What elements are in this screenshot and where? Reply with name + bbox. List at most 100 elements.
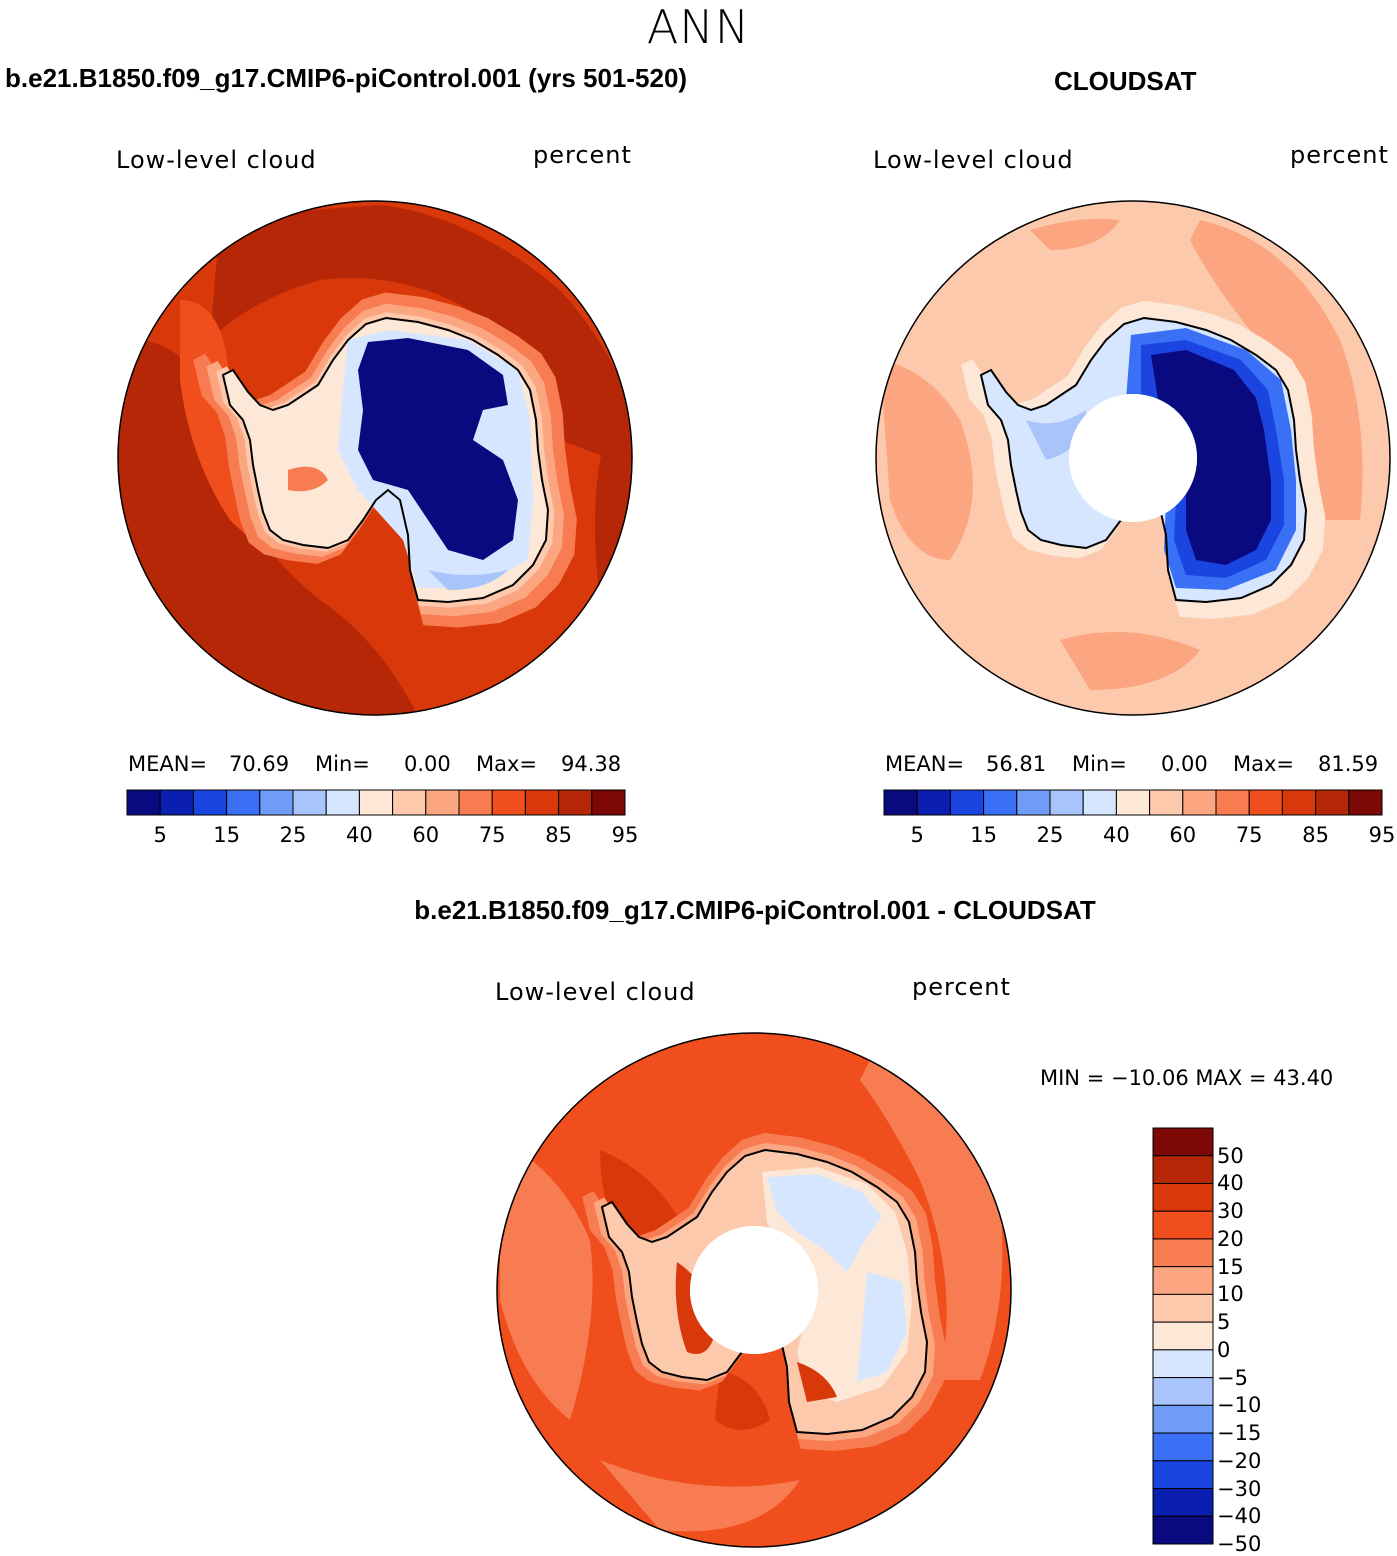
colorbar-tick-label: −40 — [1217, 1504, 1262, 1529]
colorbar-tick-label: 10 — [1217, 1282, 1244, 1307]
colorbar-tick-label: 5 — [153, 823, 167, 847]
colorbar-tick-label: 20 — [1217, 1226, 1244, 1251]
colorbar-tick-label: 25 — [1036, 823, 1064, 847]
colorbar-swatch — [1152, 1155, 1214, 1184]
panel-2-mean-value: 56.81 — [986, 752, 1047, 776]
colorbar-swatch — [1152, 1182, 1214, 1212]
colorbar-swatch — [1248, 789, 1283, 816]
panel-1-map — [118, 201, 632, 715]
colorbar-tick-label: −20 — [1217, 1448, 1262, 1473]
colorbar-tick-label: 40 — [1217, 1171, 1244, 1196]
panel-3-missing-data — [690, 1226, 818, 1354]
colorbar-tick-label: −50 — [1217, 1532, 1262, 1556]
colorbar-swatch — [1182, 789, 1217, 816]
colorbar-tick-label: 85 — [1302, 823, 1329, 847]
panel-1-field-label: Low-level cloud — [116, 146, 317, 174]
colorbar-swatch — [983, 789, 1018, 816]
panel-2-field-label: Low-level cloud — [873, 146, 1074, 174]
panel-2-mean-label: MEAN= — [885, 752, 965, 776]
colorbar-swatch — [425, 789, 460, 816]
colorbar-tick-label: 40 — [346, 823, 373, 847]
panel-2-max-label: Max= — [1233, 752, 1295, 776]
panel-1-map-border — [117, 200, 633, 716]
colorbar-tick-label: 75 — [1235, 823, 1263, 847]
colorbar-tick-label: 5 — [1217, 1310, 1231, 1335]
colorbar-swatch — [1152, 1238, 1214, 1268]
colorbar-swatch — [1315, 789, 1350, 816]
colorbar-tick-label: −10 — [1217, 1393, 1262, 1418]
colorbar-swatch — [1152, 1321, 1214, 1351]
panel-1-min-label: Min= — [315, 752, 370, 776]
figure-suptitle: ANN — [646, 0, 751, 54]
colorbar-swatch — [1152, 1127, 1214, 1157]
colorbar-tick-label: 95 — [611, 823, 639, 847]
colorbar-tick-label: 25 — [279, 823, 307, 847]
colorbar-swatch — [1152, 1460, 1214, 1490]
panel-3-map-border — [496, 1032, 1012, 1548]
colorbar-tick-label: 95 — [1368, 823, 1396, 847]
panel-2-units-label: percent — [1290, 141, 1389, 169]
colorbar-swatch — [491, 789, 526, 816]
colorbar-swatch — [1152, 1293, 1214, 1323]
colorbar-tick-label: −30 — [1217, 1476, 1262, 1501]
colorbar-swatch — [226, 789, 261, 816]
colorbar-tick-label: 15 — [213, 823, 240, 847]
panel-3-units-label: percent — [912, 973, 1011, 1001]
panel-3-minmax-text: MIN = −10.06 MAX = 43.40 — [1040, 1066, 1334, 1090]
colorbar-swatch — [1348, 789, 1383, 816]
panel-1-mean-label: MEAN= — [128, 752, 208, 776]
panel-2-min-label: Min= — [1072, 752, 1127, 776]
panel-3-title: b.e21.B1850.f09_g17.CMIP6-piControl.001 … — [414, 895, 1096, 925]
colorbar-swatch — [916, 789, 951, 816]
colorbar-swatch — [192, 789, 228, 816]
panel-1-max-value: 94.38 — [561, 752, 622, 776]
colorbar-swatch — [1281, 789, 1317, 816]
colorbar-swatch — [591, 789, 626, 816]
panel-2-max-value: 81.59 — [1318, 752, 1379, 776]
colorbar-swatch — [458, 789, 493, 816]
panel-2-min-value: 0.00 — [1161, 752, 1208, 776]
colorbar-swatch — [1152, 1515, 1214, 1545]
colorbar-swatch — [1149, 789, 1184, 816]
colorbar-tick-label: 60 — [412, 823, 440, 847]
colorbar-swatch — [1082, 789, 1117, 816]
colorbar-swatch — [1016, 789, 1051, 816]
panel-2-missing-data — [1069, 394, 1197, 522]
colorbar-tick-label: −15 — [1217, 1421, 1262, 1446]
colorbar-swatch — [1152, 1488, 1214, 1517]
colorbar-tick-label: 5 — [910, 823, 924, 847]
colorbar-swatch — [1152, 1210, 1214, 1240]
colorbar-tick-label: 60 — [1169, 823, 1197, 847]
panel-1-mean-value: 70.69 — [229, 752, 290, 776]
colorbar-swatch — [524, 789, 560, 816]
colorbar-tick-label: 40 — [1103, 823, 1130, 847]
colorbar-swatch — [1115, 789, 1151, 816]
colorbar-swatch — [1049, 789, 1084, 816]
colorbar-swatch — [1152, 1266, 1214, 1295]
panel-1-max-label: Max= — [476, 752, 538, 776]
panel-1-min-value: 0.00 — [404, 752, 451, 776]
colorbar-tick-label: 0 — [1217, 1337, 1231, 1362]
panel-3-field-label: Low-level cloud — [495, 978, 696, 1006]
colorbar-tick-label: 15 — [970, 823, 997, 847]
colorbar-swatch — [259, 789, 294, 816]
colorbar-tick-label: 30 — [1217, 1199, 1244, 1224]
colorbar-swatch — [949, 789, 985, 816]
colorbar-tick-label: 50 — [1217, 1143, 1244, 1168]
colorbar-swatch — [325, 789, 360, 816]
panel-1-colorbar — [126, 789, 626, 816]
colorbar-swatch — [292, 789, 327, 816]
panel-1-title: b.e21.B1850.f09_g17.CMIP6-piControl.001 … — [5, 63, 688, 93]
panel-3-colorbar — [1152, 1127, 1214, 1545]
colorbar-swatch — [883, 789, 918, 816]
panel-2-title: CLOUDSAT — [1054, 66, 1197, 96]
colorbar-tick-label: 75 — [478, 823, 506, 847]
colorbar-swatch — [1152, 1377, 1214, 1406]
colorbar-swatch — [126, 789, 161, 816]
colorbar-swatch — [358, 789, 394, 816]
colorbar-swatch — [1152, 1404, 1214, 1434]
colorbar-tick-label: 85 — [545, 823, 572, 847]
panel-2-map-border — [875, 200, 1391, 716]
colorbar-swatch — [1152, 1349, 1214, 1379]
